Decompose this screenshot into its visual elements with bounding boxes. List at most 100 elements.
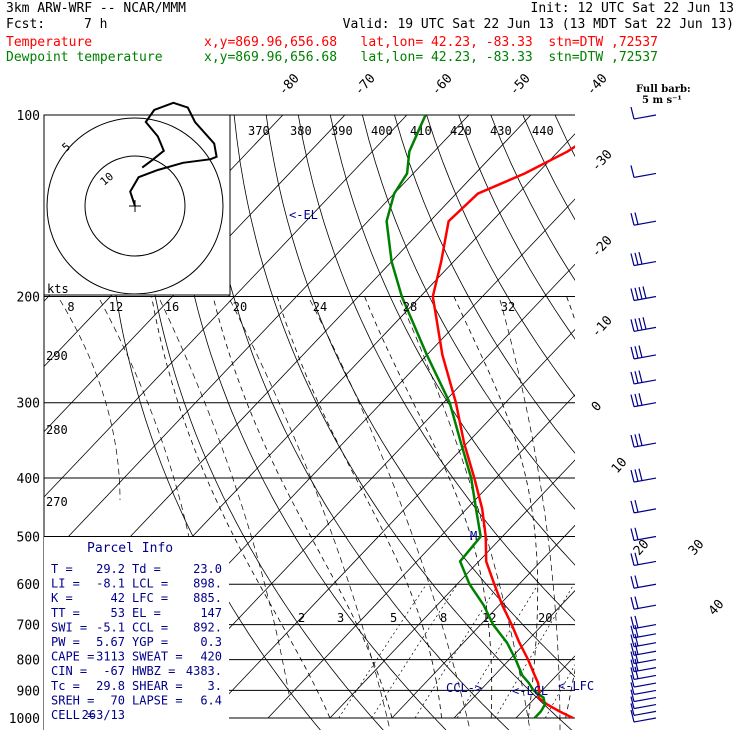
wind-barb-flag bbox=[630, 553, 635, 566]
parcel-row-label: TT = bbox=[51, 606, 80, 620]
wind-barb-staff bbox=[633, 696, 657, 703]
wind-barb-flag bbox=[630, 634, 635, 647]
moist-adiabat-line bbox=[364, 296, 493, 719]
dry-adiabat-line bbox=[587, 115, 740, 731]
pressure-label: 800 bbox=[17, 654, 40, 669]
dry-adiabat-line bbox=[201, 115, 510, 730]
parcel-row-label2: LAPSE = bbox=[132, 693, 183, 707]
wind-barb-staff bbox=[633, 689, 657, 695]
wind-barb-flag bbox=[634, 615, 639, 629]
speed-curve bbox=[399, 299, 531, 730]
isotherm-label: -20 bbox=[589, 233, 616, 260]
wind-barb-flag bbox=[630, 674, 635, 688]
dry-adiabat-line bbox=[265, 115, 575, 678]
theta-label: 440 bbox=[532, 124, 554, 138]
wind-barb-flag bbox=[630, 576, 635, 589]
wind-barb-flag bbox=[638, 393, 643, 406]
theta-label: 380 bbox=[290, 124, 312, 138]
wind-barb-flag bbox=[634, 500, 639, 513]
parcel-row-label2: SHEAR = bbox=[132, 679, 183, 693]
wind-barb-flag bbox=[638, 252, 643, 265]
pressure-label: 100 bbox=[17, 109, 40, 124]
barb-legend-units: 5 m s⁻¹ bbox=[642, 95, 682, 106]
wind-barb-flag bbox=[630, 597, 635, 610]
wind-barb-flag bbox=[630, 469, 635, 483]
parcel-row-label: K = bbox=[51, 591, 73, 605]
speed-tick-label: 16 bbox=[165, 300, 179, 314]
wind-barb-flag bbox=[630, 394, 635, 407]
parcel-row-value: -5.1 bbox=[96, 620, 125, 634]
theta-label: 270 bbox=[46, 495, 68, 509]
ccl-marker: CCL-> bbox=[446, 681, 482, 695]
wind-barb-flag bbox=[630, 703, 635, 716]
wind-barb-staff bbox=[633, 703, 657, 710]
moist-adiabat-line bbox=[212, 296, 393, 719]
isotherm-line bbox=[640, 115, 740, 718]
model-title: 3km ARW-WRF -- NCAR/MMM bbox=[6, 1, 187, 16]
wind-barb-flag bbox=[630, 659, 635, 672]
sounding-curves bbox=[385, 115, 575, 720]
pressure-label: 300 bbox=[17, 397, 40, 412]
isotherm-line bbox=[143, 263, 575, 719]
pressure-label: 600 bbox=[17, 578, 40, 593]
speed-tick-label: 28 bbox=[403, 300, 417, 314]
parcel-row-label: CAPE = bbox=[51, 650, 94, 664]
parcel-row-label2: EL = bbox=[132, 606, 161, 620]
speed-tick-label: 8 bbox=[67, 300, 74, 314]
wind-barb-flag bbox=[638, 286, 643, 300]
wind-barb-flag bbox=[634, 252, 639, 265]
speed-tick-label: 24 bbox=[313, 300, 327, 314]
speed-curve bbox=[229, 299, 391, 730]
legend-dewpoint-info: x,y=869.96,656.68 lat,lon= 42.23, -83.33… bbox=[204, 50, 658, 65]
isotherm-line bbox=[205, 328, 575, 719]
wind-barb-flag bbox=[630, 213, 635, 226]
mixing-ratio-line bbox=[544, 664, 575, 719]
wind-barb-flag bbox=[638, 345, 643, 358]
wind-barb-flag bbox=[630, 616, 635, 629]
parcel-row-label: SREH = bbox=[51, 693, 94, 707]
mixing-ratio-line bbox=[494, 584, 575, 719]
pressure-label: 700 bbox=[17, 619, 40, 634]
pressure-label: 200 bbox=[17, 291, 40, 306]
speed-curve bbox=[99, 299, 201, 601]
theta-label: 420 bbox=[450, 124, 472, 138]
parcel-row-label: LI = bbox=[51, 577, 80, 591]
dry-adiabat-line bbox=[297, 115, 575, 622]
wind-barb-staff bbox=[633, 682, 657, 688]
wind-barb-staff bbox=[633, 710, 657, 716]
parcel-info-panel: Parcel Info T = 29.2 Td = 23.0 LI = -8.1 LCL =… bbox=[44, 537, 229, 730]
mixing-ratio-label: 3 bbox=[337, 611, 344, 625]
dry-adiabat-line bbox=[426, 115, 575, 398]
mixing-ratio-label: 8 bbox=[440, 611, 447, 625]
parcel-info-title: Parcel Info bbox=[87, 541, 173, 556]
dry-adiabat-line bbox=[554, 115, 575, 158]
isotherm-label: -40 bbox=[584, 71, 611, 98]
wind-barb-staff bbox=[633, 114, 657, 120]
hodograph: 10 5 kts bbox=[43, 101, 231, 296]
parcel-row-label2: Td = bbox=[132, 562, 161, 576]
parcel-row-value: 70 bbox=[111, 693, 125, 707]
speed-curve bbox=[309, 299, 471, 730]
parcel-row-value2: 6.4 bbox=[200, 693, 222, 707]
temperature-curve bbox=[431, 145, 575, 720]
parcel-row-value2: 23.0 bbox=[193, 562, 222, 576]
wind-barb-flag bbox=[634, 527, 639, 540]
barb-legend-title: Full barb: bbox=[636, 84, 691, 95]
wind-barb-flag bbox=[638, 317, 643, 331]
wind-barb-flag bbox=[638, 370, 643, 383]
wind-barb-flag bbox=[642, 317, 647, 330]
moist-adiabat-line bbox=[276, 296, 442, 719]
parcel-row-value: 5.67 bbox=[96, 635, 125, 649]
parcel-row-label: PW = bbox=[51, 635, 80, 649]
wind-barb-flag bbox=[630, 643, 635, 656]
parcel-row-label2: YGP = bbox=[132, 635, 168, 649]
wind-barb-flag bbox=[630, 667, 635, 680]
wind-barb-flag bbox=[634, 658, 639, 672]
wind-barb-flag bbox=[630, 528, 635, 541]
parcel-row-value: 3113 bbox=[96, 650, 125, 664]
wind-barb-flag bbox=[630, 106, 635, 120]
wind-barb-flag bbox=[638, 433, 643, 446]
isotherm-label: 40 bbox=[706, 597, 728, 619]
